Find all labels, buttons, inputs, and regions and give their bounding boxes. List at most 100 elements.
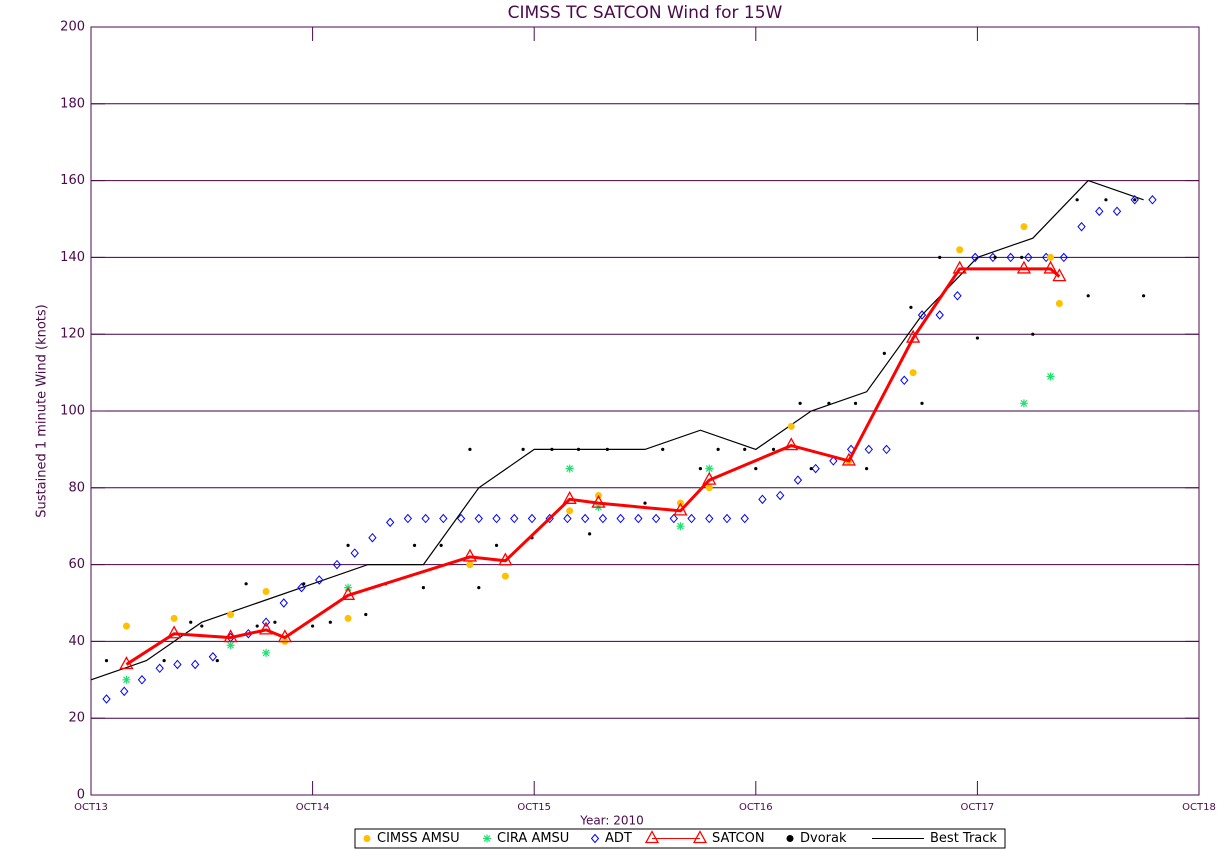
legend-box [354, 828, 1006, 849]
point [900, 375, 909, 386]
legend-label: Dvorak [800, 831, 847, 846]
point [468, 447, 472, 451]
point [527, 513, 537, 524]
point [758, 494, 767, 505]
point [364, 612, 368, 617]
point [439, 513, 448, 524]
point [385, 517, 395, 528]
legend-symbol [644, 830, 660, 844]
point [634, 513, 643, 524]
point [865, 467, 869, 471]
point [1112, 206, 1122, 217]
point [190, 659, 200, 670]
point [1095, 206, 1104, 217]
point [344, 614, 352, 622]
point [661, 447, 665, 451]
point [687, 513, 696, 524]
point [122, 622, 130, 630]
point [346, 543, 350, 548]
point [993, 255, 997, 259]
point [952, 260, 967, 274]
point [576, 447, 581, 451]
point [1043, 260, 1058, 274]
point [565, 464, 574, 473]
point [1086, 294, 1090, 298]
y-axis-label: Sustained 1 minute Wind (knots) [35, 304, 50, 517]
point [651, 513, 661, 524]
point [588, 532, 592, 536]
point [1047, 253, 1055, 261]
point [917, 310, 927, 320]
point [1142, 294, 1146, 298]
point [510, 513, 519, 524]
point [722, 513, 732, 524]
point [909, 369, 917, 377]
series-line [90, 179, 1144, 681]
point [705, 464, 714, 473]
point [1024, 252, 1033, 263]
legend-symbol [590, 833, 600, 844]
series-line [125, 267, 1061, 666]
legend-symbol [692, 830, 708, 844]
point [975, 336, 980, 340]
point [809, 467, 813, 471]
point [669, 513, 678, 524]
point [162, 659, 166, 663]
point [1031, 332, 1035, 336]
point [421, 513, 430, 524]
y-tick-label: 200 [60, 20, 85, 35]
plot-frame [90, 26, 1200, 796]
point [262, 648, 271, 657]
point [616, 513, 625, 524]
x-tick-label: OCT15 [517, 802, 551, 813]
point [208, 652, 218, 662]
y-tick-label: 80 [68, 480, 85, 495]
point [262, 587, 270, 595]
legend-label: Best Track [930, 831, 997, 846]
legend-label: SATCON [712, 831, 765, 846]
x-axis-label: Year: 2010 [579, 814, 644, 828]
legend-symbol [363, 835, 371, 842]
point [279, 598, 288, 608]
point [261, 617, 271, 627]
point [798, 401, 802, 405]
point [787, 422, 795, 430]
point [368, 532, 377, 543]
point [137, 675, 147, 685]
point [754, 467, 758, 471]
point [705, 513, 714, 524]
point [598, 513, 608, 524]
point [920, 401, 924, 405]
point [332, 559, 342, 570]
point [122, 675, 131, 684]
point [119, 656, 134, 670]
point [776, 490, 785, 501]
point [340, 586, 356, 600]
y-tick-label: 120 [60, 327, 85, 342]
point [215, 659, 219, 663]
point [971, 252, 980, 263]
point [421, 586, 425, 590]
point [302, 582, 306, 586]
point [846, 444, 856, 455]
point [740, 513, 749, 524]
point [829, 456, 838, 466]
point [1075, 198, 1079, 202]
point [200, 624, 204, 628]
x-tick-label: OCT16 [739, 802, 773, 813]
x-tick-label: OCT13 [74, 802, 108, 813]
point [1104, 198, 1108, 202]
point [705, 484, 713, 492]
point [1148, 195, 1157, 205]
point [521, 447, 525, 451]
point [938, 255, 942, 259]
point [673, 502, 688, 516]
point [501, 572, 509, 580]
y-tick-label: 160 [60, 173, 85, 188]
point [935, 310, 944, 320]
point [643, 501, 647, 505]
y-tick-label: 180 [60, 96, 85, 111]
point [1052, 268, 1067, 282]
point [716, 447, 720, 451]
